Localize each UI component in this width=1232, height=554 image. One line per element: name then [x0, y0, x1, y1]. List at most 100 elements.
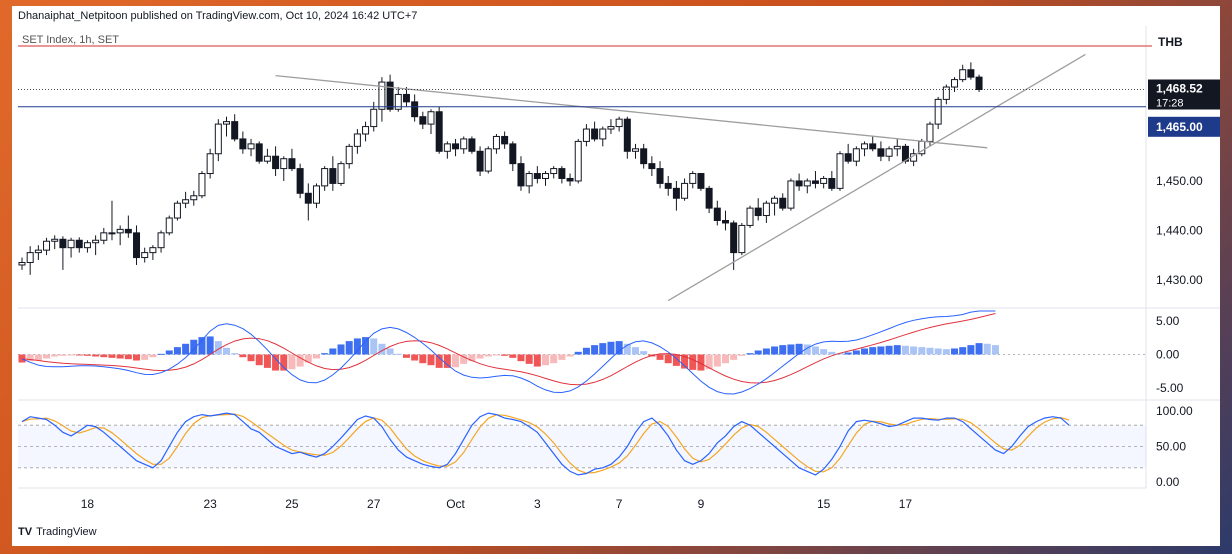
candle-body — [951, 79, 959, 88]
macd-histogram-bar — [705, 354, 713, 370]
candle-body — [182, 199, 190, 204]
stochastic-tick-label: 0.00 — [1156, 475, 1180, 489]
macd-histogram-bar — [640, 351, 648, 355]
macd-histogram-bar — [321, 353, 329, 355]
candle-body — [934, 98, 942, 125]
macd-histogram-bar — [51, 354, 59, 357]
candle-body — [67, 239, 75, 249]
macd-histogram-bar — [901, 345, 909, 355]
macd-histogram-bar — [803, 344, 811, 355]
macd-histogram-bar — [713, 354, 721, 367]
candle-body — [640, 148, 648, 165]
candle-body — [190, 195, 198, 201]
candle-body — [452, 143, 460, 150]
candle-body — [157, 232, 165, 249]
macd-histogram-bar — [828, 351, 836, 355]
candle-body — [51, 238, 59, 242]
macd-histogram-bar — [664, 354, 672, 364]
macd-histogram-bar — [296, 354, 304, 367]
chart-canvas[interactable]: 1,430.00 1,440.00 1,450.00 1,468.52 17:28 1,4… — [12, 6, 1220, 546]
macd-histogram-bar — [247, 354, 255, 362]
candle-body — [435, 111, 443, 152]
candle-body — [828, 177, 836, 189]
candle-body — [476, 150, 484, 172]
macd-histogram-bar — [681, 354, 689, 369]
candle-body — [214, 123, 222, 155]
macd-histogram-bar — [844, 352, 852, 355]
candle-body — [345, 145, 353, 165]
macd-histogram-bar — [582, 347, 590, 355]
candle-body — [141, 252, 149, 259]
stochastic-d-line — [21, 413, 1070, 474]
macd-line — [21, 310, 996, 395]
descending-trendline — [275, 75, 988, 149]
publisher-caption: Dhanaiphat_Netpitoon published on Tradin… — [18, 10, 418, 22]
brand-label: TradingView — [36, 526, 97, 538]
candle-body — [632, 148, 639, 152]
candle-body — [836, 153, 844, 189]
macd-histogram-bar — [599, 343, 607, 355]
candle-body — [337, 163, 345, 184]
candle-body — [329, 168, 337, 184]
candle-body — [304, 192, 312, 204]
macd-histogram-bar — [124, 354, 132, 360]
candle-body — [247, 143, 255, 150]
macd-histogram-bar — [697, 354, 705, 371]
candle-body — [149, 247, 157, 254]
candle-body — [648, 163, 656, 170]
macd-histogram-bar — [141, 354, 149, 360]
macd-pane — [18, 310, 1146, 395]
candle-body — [124, 228, 132, 234]
macd-histogram-bar — [386, 348, 394, 355]
candle-body — [877, 148, 885, 157]
candle-body — [75, 239, 83, 249]
macd-histogram-bar — [615, 341, 623, 355]
macd-histogram-bar — [893, 345, 901, 355]
candle-body — [501, 135, 509, 145]
macd-histogram-bar — [525, 354, 533, 364]
macd-histogram-bar — [173, 347, 181, 355]
time-tick-label: 27 — [367, 497, 381, 511]
macd-histogram-bar — [975, 343, 983, 355]
macd-histogram-bar — [239, 354, 247, 358]
macd-histogram-bar — [149, 354, 157, 358]
macd-histogram-bar — [942, 349, 950, 355]
macd-histogram-bar — [59, 354, 67, 356]
macd-histogram-bar — [623, 343, 631, 355]
macd-histogram-bar — [304, 354, 312, 363]
macd-histogram-bar — [255, 354, 263, 366]
macd-histogram-bar — [157, 353, 165, 355]
candle-body — [681, 182, 689, 199]
macd-histogram-bar — [852, 350, 860, 355]
macd-histogram-bar — [312, 354, 320, 359]
macd-histogram-bar — [370, 338, 378, 355]
candle-body — [705, 187, 713, 209]
macd-tick-label: -5.00 — [1156, 381, 1184, 395]
macd-histogram-bar — [558, 354, 566, 360]
currency-label[interactable]: THB — [1158, 35, 1183, 49]
tradingview-brand[interactable]: TV TradingView — [18, 526, 97, 538]
candle-body — [656, 168, 664, 184]
macd-histogram-bar — [934, 348, 942, 355]
macd-histogram-bar — [910, 346, 918, 355]
candle-body — [926, 123, 934, 142]
candle-body — [672, 187, 680, 199]
candle-body — [443, 143, 451, 152]
macd-histogram-bar — [738, 354, 746, 356]
candle-body — [542, 173, 550, 179]
candle-body — [484, 148, 492, 172]
macd-histogram-bar — [75, 354, 83, 356]
macd-histogram-bar — [811, 346, 819, 355]
macd-histogram-bar — [959, 347, 967, 355]
candle-body — [811, 180, 819, 184]
candle-body — [746, 207, 754, 226]
candle-body — [591, 128, 599, 140]
candle-body — [566, 177, 574, 182]
candle-body — [18, 262, 26, 266]
candle-body — [116, 228, 124, 234]
macd-histogram-bar — [206, 336, 214, 355]
macd-histogram-bar — [836, 353, 844, 355]
candle-body — [787, 180, 795, 209]
macd-histogram-bar — [362, 337, 370, 355]
candle-body — [509, 143, 517, 165]
